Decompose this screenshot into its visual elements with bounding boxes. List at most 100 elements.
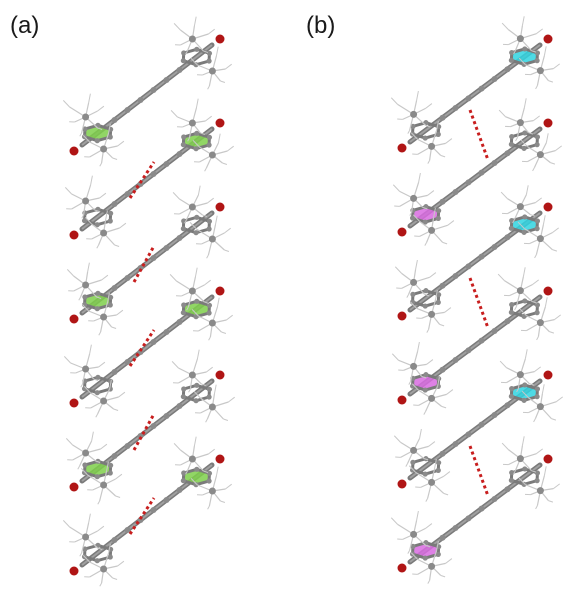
carbon-atom xyxy=(163,329,170,335)
hydrogen-bond xyxy=(545,133,549,143)
tbutyl-group xyxy=(391,341,434,385)
hydrogen-bond xyxy=(497,273,505,281)
carbon-atom xyxy=(534,134,541,140)
hydrogen-bond xyxy=(532,301,538,304)
hydrogen-bond xyxy=(531,470,537,473)
hydrogen-bond xyxy=(424,293,430,297)
carbon-atom xyxy=(536,403,544,411)
carbon-atom xyxy=(188,287,196,295)
carbon-atom xyxy=(491,327,498,334)
hydrogen-bond xyxy=(208,28,216,35)
hydrogen-bond xyxy=(534,254,537,259)
hydrogen-bond xyxy=(207,505,210,510)
carbon-atom xyxy=(536,319,544,327)
carbon-atom xyxy=(194,382,200,388)
hydrogen-bond xyxy=(427,580,431,584)
oxygen-atom xyxy=(543,454,553,464)
hydrogen-bond xyxy=(224,249,230,252)
carbon-atom xyxy=(534,302,541,308)
tbutyl-group xyxy=(84,210,127,249)
hydrogen-bond xyxy=(193,391,201,399)
molecule xyxy=(64,98,235,249)
oxygen-atom xyxy=(215,454,225,464)
hydrogen-bond xyxy=(442,241,448,245)
molecule xyxy=(391,267,562,415)
carbon-atom xyxy=(509,50,515,56)
carbon-atom xyxy=(521,481,527,487)
tbutyl-group xyxy=(172,185,215,224)
hydrogen-bond xyxy=(105,210,108,221)
aryl-ring-left-fill xyxy=(84,293,111,309)
carbon-atom xyxy=(478,85,485,92)
oxygen-atom xyxy=(69,482,79,492)
carbon-atom xyxy=(124,107,131,113)
molecule xyxy=(62,16,233,167)
hydrogen-bond xyxy=(556,396,564,403)
tbutyl-group xyxy=(190,466,233,510)
carbon-atom xyxy=(410,291,416,297)
hydrogen-bond xyxy=(78,296,82,301)
hydrogen-bond xyxy=(435,289,438,300)
carbon-atom xyxy=(81,470,88,476)
tbutyl-group xyxy=(193,384,236,423)
carbon-atom xyxy=(465,347,472,354)
hydrogen-bond xyxy=(554,314,562,321)
hydrogen-bond xyxy=(88,513,91,524)
hydrogen-bond xyxy=(214,215,218,226)
carbon-atom xyxy=(94,138,100,144)
carbon-atom xyxy=(436,292,442,298)
hydrogen-bond xyxy=(66,269,74,277)
carbon-atom xyxy=(206,134,213,140)
carbon-atom xyxy=(410,278,418,286)
hydrogen-bond xyxy=(445,138,453,144)
hydrogen-bond xyxy=(81,214,85,219)
tbutyl-group xyxy=(390,510,433,554)
hydrogen-bond xyxy=(555,145,563,152)
hydrogen-bond xyxy=(108,543,111,554)
hydrogen-bond xyxy=(531,50,537,53)
carbon-atom xyxy=(194,466,200,472)
carbon-atom xyxy=(439,114,446,121)
carbon-atom xyxy=(428,226,436,234)
carbon-atom xyxy=(536,487,544,495)
hydrogen-bond xyxy=(194,267,198,278)
hydrogen-bond xyxy=(185,50,188,55)
carbon-atom xyxy=(452,441,459,448)
hydrogen-bond xyxy=(216,297,220,308)
hydrogen-bond xyxy=(188,388,191,393)
hydrogen-bond xyxy=(220,500,226,503)
hydrogen-bond xyxy=(113,408,119,411)
hydrogen-bond xyxy=(536,336,539,341)
carbon-atom xyxy=(452,105,459,112)
hydrogen-bond xyxy=(536,448,544,455)
hydrogen-bond xyxy=(423,411,427,415)
oxygen-atom xyxy=(215,34,225,44)
carbon-atom xyxy=(94,390,100,396)
hydrogen-bond xyxy=(187,137,190,142)
carbon-atom xyxy=(150,87,157,93)
hydrogen-bond xyxy=(523,98,527,108)
hydrogen-bond xyxy=(548,500,554,503)
hydrogen-bond xyxy=(532,167,535,172)
carbon-atom xyxy=(491,75,498,82)
carbon-atom xyxy=(439,366,446,373)
hydrogen-bond xyxy=(544,297,548,307)
hydrogen-bond xyxy=(405,463,409,467)
oxygen-atom xyxy=(397,479,407,489)
hydrogen-bond xyxy=(190,478,198,486)
carbon-atom xyxy=(82,197,90,205)
hydrogen-bond xyxy=(499,360,507,368)
hydrogen-bond xyxy=(93,378,99,381)
oxygen-atom xyxy=(397,311,407,321)
carbon-atom xyxy=(194,298,200,304)
hydrogen-bond xyxy=(82,135,90,143)
carbon-atom xyxy=(124,275,131,281)
carbon-atom xyxy=(522,46,528,52)
hydrogen-bond xyxy=(196,349,200,360)
hydrogen-bond xyxy=(501,442,509,450)
hydrogen-bond xyxy=(95,460,101,463)
carbon-atom xyxy=(180,142,186,148)
hydrogen-bond xyxy=(518,477,526,485)
tbutyl-group xyxy=(82,543,125,587)
hydrogen-bond xyxy=(108,123,111,134)
